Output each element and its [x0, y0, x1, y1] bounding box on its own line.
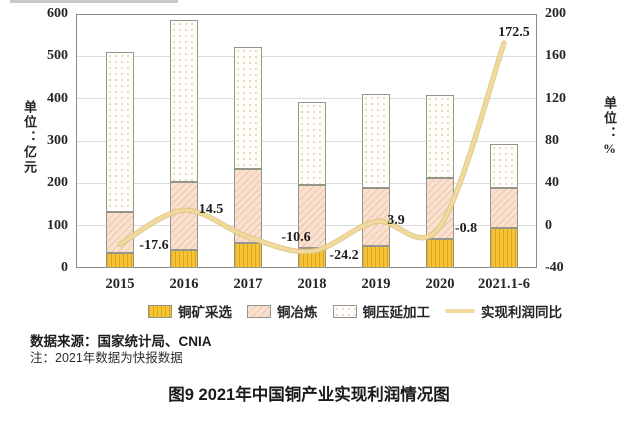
footnote-text: 注：2021年数据为快报数据: [30, 351, 183, 365]
x-axis-label-2021.1-6: 2021.1-6: [478, 276, 530, 292]
left-axis-tick: 300: [47, 133, 68, 148]
line-data-label-2020: -0.8: [454, 220, 478, 236]
top-gray-strip: [10, 0, 178, 3]
legend-item-copper-mining: 铜矿采选: [148, 301, 232, 321]
legend-item-profit-yoy: 实现利润同比: [445, 301, 562, 321]
line-data-label-2015: -17.6: [139, 238, 169, 254]
bar-segment-2017-s0: [234, 242, 262, 268]
line-data-label-2017: -10.6: [281, 229, 311, 245]
line-data-label-2019: 3.9: [387, 212, 405, 228]
figure-caption: 图9 2021年中国铜产业实现利润情况图: [168, 386, 450, 404]
legend-swatch-copper-rolling-icon: [332, 304, 357, 318]
left-axis-tick: 400: [47, 90, 68, 106]
bar-segment-2017-s2: [234, 47, 262, 169]
left-axis-unit-label: 单位：亿元: [22, 100, 37, 175]
bar-segment-2016-s2: [170, 20, 198, 183]
left-axis-tick: 0: [61, 260, 68, 275]
x-axis-label-2015: 2015: [105, 276, 135, 292]
right-axis-unit-label: 单位：%: [602, 96, 617, 158]
right-axis-tick: 200: [545, 6, 566, 21]
right-axis-tick: 120: [545, 90, 566, 106]
right-axis-tick: 80: [545, 133, 559, 148]
line-data-label-2016: 14.5: [198, 202, 224, 218]
bar-segment-2020-s2: [426, 95, 454, 179]
x-axis-label-2019: 2019: [361, 276, 391, 292]
legend: 铜矿采选 铜冶炼 铜压延加工 实现利润同比: [148, 301, 562, 321]
legend-swatch-profit-line-icon: [445, 309, 475, 313]
bar-segment-2019-s2: [362, 94, 390, 188]
bar-segment-2018-s2: [298, 102, 326, 186]
legend-swatch-copper-smelting-icon: [247, 304, 271, 318]
right-axis-tick: 40: [545, 175, 559, 191]
legend-label-copper-mining: 铜矿采选: [178, 305, 232, 320]
bar-segment-2020-s0: [426, 238, 454, 268]
legend-swatch-copper-mining-icon: [148, 304, 172, 318]
x-axis-label-2018: 2018: [297, 276, 327, 292]
data-source-text: 数据来源：国家统计局、CNIA: [30, 334, 212, 349]
left-axis-tick: 600: [47, 6, 68, 21]
x-axis-label-2016: 2016: [169, 276, 199, 292]
bar-segment-2016-s0: [170, 250, 198, 268]
legend-item-copper-rolling: 铜压延加工: [332, 301, 431, 321]
right-axis-tick: 160: [545, 48, 566, 64]
legend-label-profit-yoy: 实现利润同比: [481, 305, 562, 320]
bar-segment-2015-s0: [106, 253, 134, 268]
left-axis-tick: 200: [47, 175, 68, 191]
x-axis-label-2017: 2017: [233, 276, 263, 292]
right-axis-tick: 0: [545, 217, 552, 233]
bar-segment-2021.1-6-s2: [490, 143, 518, 188]
legend-label-copper-rolling: 铜压延加工: [362, 305, 431, 320]
right-axis-tick: -40: [545, 260, 564, 275]
left-axis-tick: 500: [47, 48, 68, 64]
legend-label-copper-smelting: 铜冶炼: [277, 305, 318, 320]
left-axis-tick: 100: [47, 217, 68, 233]
line-data-label-2018: -24.2: [329, 248, 359, 264]
bar-segment-2015-s2: [106, 52, 134, 213]
legend-item-copper-smelting: 铜冶炼: [247, 301, 318, 321]
x-axis-label-2020: 2020: [425, 276, 455, 292]
line-data-label-2021.1-6: 172.5: [498, 25, 530, 41]
